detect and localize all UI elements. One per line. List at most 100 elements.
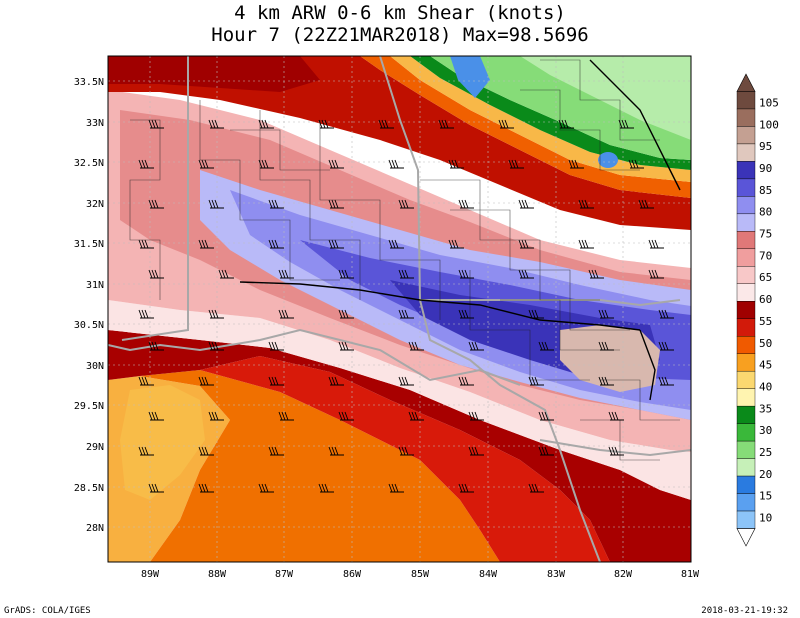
lon-label: 89W [141,569,160,580]
wind-barb [318,119,334,129]
wind-barb [408,411,424,421]
wind-barb [148,341,164,351]
wind-barb [278,309,294,319]
wind-barb [328,159,344,169]
lon-label: 86W [343,569,362,580]
wind-barb [338,309,354,319]
band-north-yellow [390,56,691,182]
wind-barb [198,446,214,456]
wind-barb [578,239,594,249]
wind-barb [198,483,214,493]
wind-barb [278,411,294,421]
legend-swatch [736,213,756,232]
legend-arrow-top [736,73,756,92]
legend-label: 85 [759,184,772,197]
wind-barb [328,446,344,456]
legend-swatch [736,405,756,424]
major-roads [239,59,681,401]
wind-barb [138,239,154,249]
wind-barb [268,341,284,351]
county-boundaries [129,59,680,461]
legend-swatch [736,440,756,459]
band-north-orange [360,56,691,198]
wind-barb [138,446,154,456]
wind-barb [398,199,414,209]
lon-label: 88W [208,569,227,580]
wind-barb [628,159,644,169]
wind-barb [458,483,474,493]
legend-label: 10 [759,512,772,525]
wind-barb [398,309,414,319]
wind-barb [528,483,544,493]
wind-barb [138,309,154,319]
wind-barb [328,376,344,386]
wind-barb [218,269,234,279]
lon-label: 84W [479,569,498,580]
wind-barb [638,199,654,209]
legend-label: 40 [759,380,772,393]
wind-barb [508,159,524,169]
wind-barb [258,483,274,493]
wind-barb [408,341,424,351]
wind-barb [438,119,454,129]
shear-fill-bands [108,56,691,562]
band-north-lightgreen [520,56,691,140]
band-north-darkred [108,56,320,92]
legend-label: 65 [759,271,772,284]
lat-label: 32.5N [74,158,104,169]
map-panel [108,56,691,562]
legend-swatch [736,353,756,372]
legend-swatch [736,231,756,250]
lat-label: 31N [86,280,104,291]
legend-label: 25 [759,446,772,459]
legend-label: 30 [759,424,772,437]
wind-barb [208,119,224,129]
wind-barb [208,309,224,319]
wind-barb [598,376,614,386]
legend-swatch [736,196,756,215]
wind-barb [148,483,164,493]
band-60-65 [108,300,691,500]
wind-barb [148,269,164,279]
wind-barb [658,341,674,351]
legend-swatch [736,475,756,494]
band-north-blue [450,56,490,98]
legend-swatch [736,283,756,302]
lon-label: 82W [614,569,633,580]
wind-barb [568,159,584,169]
legend-label: 15 [759,490,772,503]
wind-barb [608,446,624,456]
wind-barb [648,269,664,279]
timestamp: 2018-03-21-19:32 [701,606,788,616]
band-north-blue-spot [598,152,618,168]
band-north-darkgreen [410,56,691,170]
wind-barb [338,341,354,351]
wind-barb [558,119,574,129]
wind-barb [598,309,614,319]
legend-label: 50 [759,337,772,350]
legend-label: 35 [759,402,772,415]
legend-swatch [736,493,756,512]
wind-barb [658,309,674,319]
wind-barb [338,411,354,421]
lat-label: 28N [86,523,104,534]
wind-barb [198,159,214,169]
legend-swatch [736,388,756,407]
lat-label: 30.5N [74,320,104,331]
legend-label: 60 [759,293,772,306]
grads-credit: GrADS: COLA/IGES [4,606,91,616]
wind-barb [198,376,214,386]
wind-barbs [138,119,674,493]
legend-swatch [736,248,756,267]
wind-barb [388,159,404,169]
wind-barb [258,119,274,129]
legend-label: 80 [759,206,772,219]
legend-swatch [736,458,756,477]
lat-label: 32N [86,199,104,210]
wind-barb [388,239,404,249]
legend-label: 55 [759,315,772,328]
legend-swatch [736,336,756,354]
band-north-red [108,56,691,230]
wind-barb [538,446,554,456]
lat-label: 29.5N [74,401,104,412]
